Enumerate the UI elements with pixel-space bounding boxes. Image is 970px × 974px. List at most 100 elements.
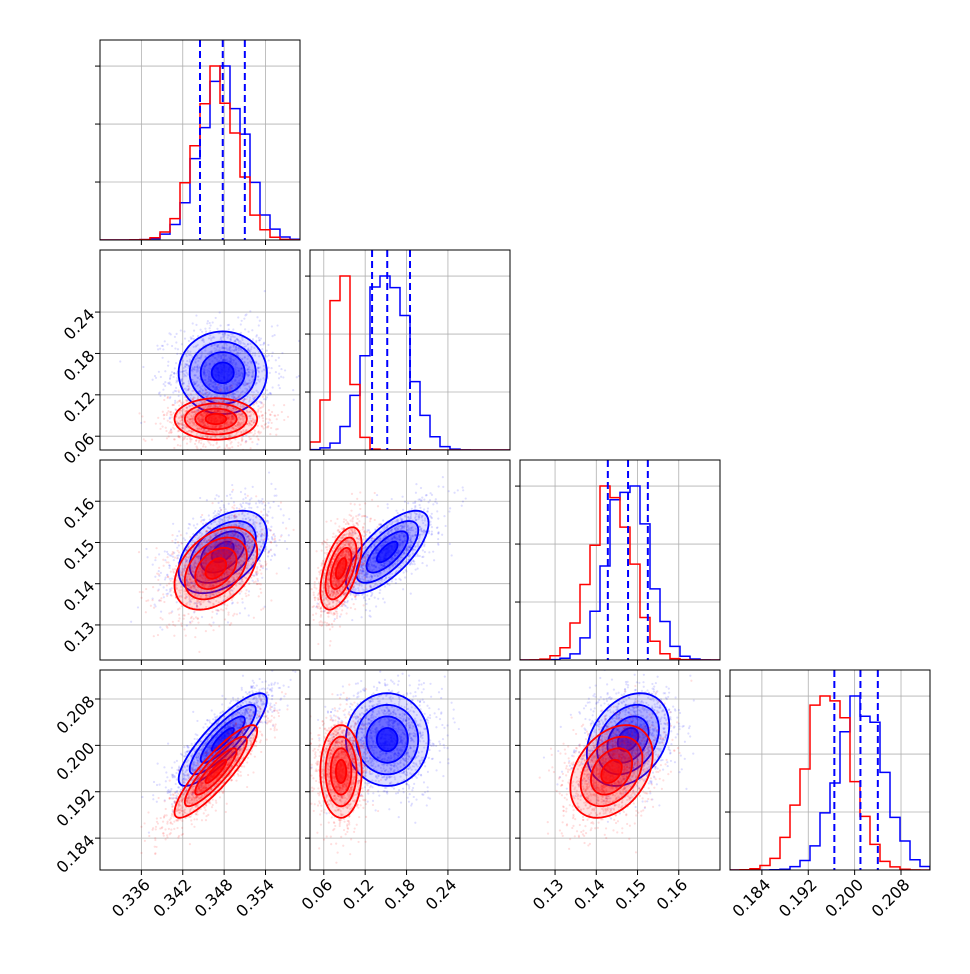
scatter-point <box>254 432 256 434</box>
scatter-point <box>241 598 243 600</box>
scatter-point <box>164 381 166 383</box>
scatter-point <box>276 418 278 420</box>
scatter-point <box>158 392 160 394</box>
scatter-point <box>161 618 163 620</box>
scatter-point <box>200 520 202 522</box>
scatter-point <box>166 412 168 414</box>
scatter-point <box>205 630 207 632</box>
scatter-point <box>256 578 258 580</box>
scatter-point <box>194 397 196 399</box>
scatter-point <box>188 546 190 548</box>
scatter-point <box>254 396 256 398</box>
scatter-point <box>286 548 288 550</box>
scatter-point <box>293 399 295 401</box>
scatter-point <box>166 561 168 563</box>
scatter-point <box>262 607 264 609</box>
scatter-point <box>262 343 264 345</box>
scatter-point <box>262 514 264 516</box>
scatter-point <box>178 551 180 553</box>
scatter-point <box>240 332 242 334</box>
scatter-point <box>183 614 185 616</box>
scatter-point <box>288 534 290 536</box>
scatter-point <box>160 376 162 378</box>
scatter-point <box>284 369 286 371</box>
scatter-point <box>159 428 161 430</box>
scatter-point <box>137 606 139 608</box>
scatter-point <box>159 626 161 628</box>
scatter-point <box>192 518 194 520</box>
scatter-point <box>177 550 179 552</box>
scatter-point <box>266 396 268 398</box>
scatter-point <box>288 567 290 569</box>
scatter-point <box>183 628 185 630</box>
scatter-point <box>231 385 233 387</box>
scatter-point <box>175 341 177 343</box>
scatter-point <box>186 442 188 444</box>
scatter-point <box>244 493 246 495</box>
scatter-point <box>168 567 170 569</box>
scatter-point <box>270 526 272 528</box>
scatter-point <box>223 506 225 508</box>
scatter-point <box>179 400 181 402</box>
scatter-point <box>256 334 258 336</box>
scatter-point <box>175 390 177 392</box>
scatter-point <box>194 443 196 445</box>
scatter-point <box>260 500 262 502</box>
scatter-point <box>260 592 262 594</box>
scatter-point <box>247 495 249 497</box>
scatter-point <box>260 344 262 346</box>
scatter-point <box>255 502 257 504</box>
scatter-point <box>271 555 273 557</box>
scatter-point <box>256 568 258 570</box>
scatter-point <box>199 497 201 499</box>
scatter-point <box>186 400 188 402</box>
scatter-point <box>236 515 238 517</box>
scatter-point <box>213 512 215 514</box>
scatter-point <box>164 370 166 372</box>
scatter-point <box>257 425 259 427</box>
scatter-point <box>256 535 258 537</box>
scatter-point <box>206 322 208 324</box>
scatter-point <box>296 376 298 378</box>
scatter-point <box>262 405 264 407</box>
scatter-point <box>248 614 250 616</box>
scatter-point <box>215 317 217 319</box>
scatter-point <box>233 507 235 509</box>
scatter-point <box>183 618 185 620</box>
scatter-point <box>276 324 278 326</box>
scatter-point <box>158 553 160 555</box>
scatter-point <box>226 495 228 497</box>
scatter-point <box>194 636 196 638</box>
scatter-point <box>245 502 247 504</box>
scatter-point <box>259 569 261 571</box>
scatter-point <box>166 595 168 597</box>
scatter-point <box>176 601 178 603</box>
scatter-point <box>248 590 250 592</box>
scatter-point <box>170 432 172 434</box>
scatter-point <box>263 501 265 503</box>
scatter-point <box>242 399 244 401</box>
scatter-point <box>229 442 231 444</box>
scatter-point <box>174 402 176 404</box>
scatter-point <box>200 516 202 518</box>
scatter-point <box>219 390 221 392</box>
scatter-point <box>167 407 169 409</box>
scatter-point <box>282 522 284 524</box>
scatter-point <box>166 584 168 586</box>
scatter-point <box>178 614 180 616</box>
scatter-point <box>277 428 279 430</box>
scatter-point <box>237 442 239 444</box>
scatter-point <box>187 613 189 615</box>
scatter-point <box>153 635 155 637</box>
scatter-point <box>174 542 176 544</box>
scatter-point <box>172 523 174 525</box>
scatter-point <box>258 430 260 432</box>
scatter-point <box>178 607 180 609</box>
scatter-point <box>217 452 219 454</box>
scatter-point <box>245 589 247 591</box>
scatter-point <box>260 519 262 521</box>
scatter-point <box>175 362 177 364</box>
scatter-point <box>166 556 168 558</box>
scatter-point <box>264 504 266 506</box>
scatter-point <box>256 316 258 318</box>
